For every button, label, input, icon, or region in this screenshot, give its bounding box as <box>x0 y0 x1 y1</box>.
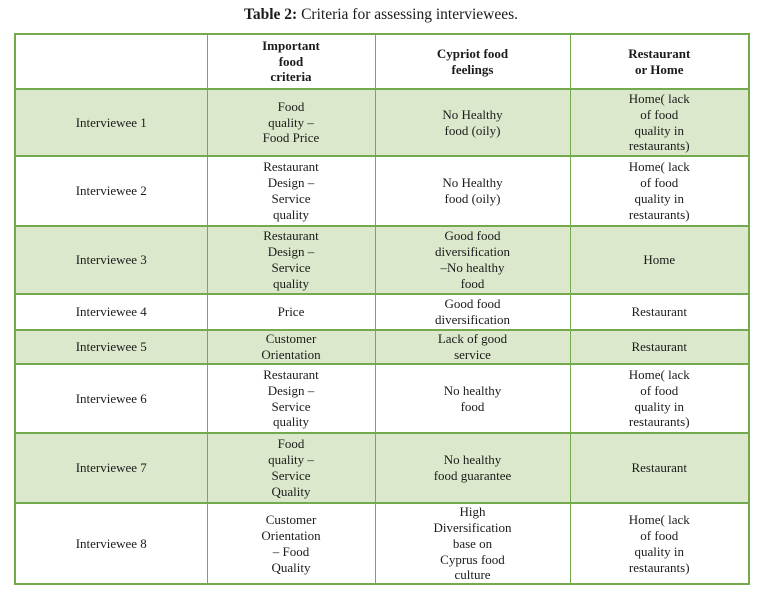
criteria-table: Important food criteria Cypriot food fee… <box>14 33 750 586</box>
cell-restaurant-home: Restaurant <box>569 293 750 331</box>
cell-food-criteria: Customer Orientation – Food Quality <box>206 501 376 586</box>
cell-food-criteria: Food quality – Food Price <box>206 88 376 157</box>
cell-restaurant-home: Home( lack of food quality in restaurant… <box>569 155 750 227</box>
header-row: Important food criteria Cypriot food fee… <box>14 33 750 90</box>
cell-food-criteria: Customer Orientation <box>206 329 376 365</box>
header-cell-empty <box>14 33 208 90</box>
cell-food-criteria: Restaurant Design – Service quality <box>206 155 376 227</box>
interviewee-label: Interviewee 3 <box>14 225 208 295</box>
cell-food-feelings: Good food diversification –No healthy fo… <box>374 225 571 295</box>
header-cell-restaurant-or-home: Restaurant or Home <box>569 33 750 90</box>
table-row-interviewee-3: Interviewee 3 Restaurant Design – Servic… <box>14 225 750 295</box>
table-caption-text: Criteria for assessing interviewees. <box>297 6 519 23</box>
table-row-interviewee-2: Interviewee 2 Restaurant Design – Servic… <box>14 155 750 227</box>
interviewee-label: Interviewee 6 <box>14 363 208 434</box>
cell-food-feelings: No healthy food <box>374 363 571 434</box>
table-row-interviewee-1: Interviewee 1 Food quality – Food Price … <box>14 88 750 157</box>
cell-food-feelings: High Diversification base on Cyprus food… <box>374 501 571 586</box>
cell-restaurant-home: Home <box>569 225 750 295</box>
cell-food-criteria: Price <box>206 293 376 331</box>
cell-restaurant-home: Home( lack of food quality in restaurant… <box>569 88 750 157</box>
cell-restaurant-home: Restaurant <box>569 329 750 365</box>
cell-restaurant-home: Home( lack of food quality in restaurant… <box>569 363 750 434</box>
interviewee-label: Interviewee 4 <box>14 293 208 331</box>
interviewee-label: Interviewee 2 <box>14 155 208 227</box>
cell-food-feelings: Good food diversification <box>374 293 571 331</box>
interviewee-label: Interviewee 8 <box>14 501 208 586</box>
table-row-interviewee-4: Interviewee 4 Price Good food diversific… <box>14 293 750 331</box>
table-row-interviewee-6: Interviewee 6 Restaurant Design – Servic… <box>14 363 750 434</box>
header-cell-cypriot-food-feelings: Cypriot food feelings <box>374 33 571 90</box>
cell-food-criteria: Restaurant Design – Service quality <box>206 363 376 434</box>
cell-restaurant-home: Restaurant <box>569 432 750 504</box>
cell-food-feelings: No Healthy food (oily) <box>374 88 571 157</box>
cell-food-feelings: No healthy food guarantee <box>374 432 571 504</box>
interviewee-label: Interviewee 1 <box>14 88 208 157</box>
cell-restaurant-home: Home( lack of food quality in restaurant… <box>569 501 750 586</box>
table-row-interviewee-8: Interviewee 8 Customer Orientation – Foo… <box>14 501 750 586</box>
cell-food-criteria: Food quality – Service Quality <box>206 432 376 504</box>
table-row-interviewee-5: Interviewee 5 Customer Orientation Lack … <box>14 329 750 365</box>
interviewee-label: Interviewee 5 <box>14 329 208 365</box>
table-caption-label: Table 2: <box>243 6 298 23</box>
cell-food-feelings: No Healthy food (oily) <box>374 155 571 227</box>
table-caption: Table 2: Criteria for assessing intervie… <box>0 6 762 25</box>
table-row-interviewee-7: Interviewee 7 Food quality – Service Qua… <box>14 432 750 504</box>
interviewee-label: Interviewee 7 <box>14 432 208 504</box>
header-cell-important-food-criteria: Important food criteria <box>206 33 376 90</box>
cell-food-criteria: Restaurant Design – Service quality <box>206 225 376 295</box>
cell-food-feelings: Lack of good service <box>374 329 571 365</box>
